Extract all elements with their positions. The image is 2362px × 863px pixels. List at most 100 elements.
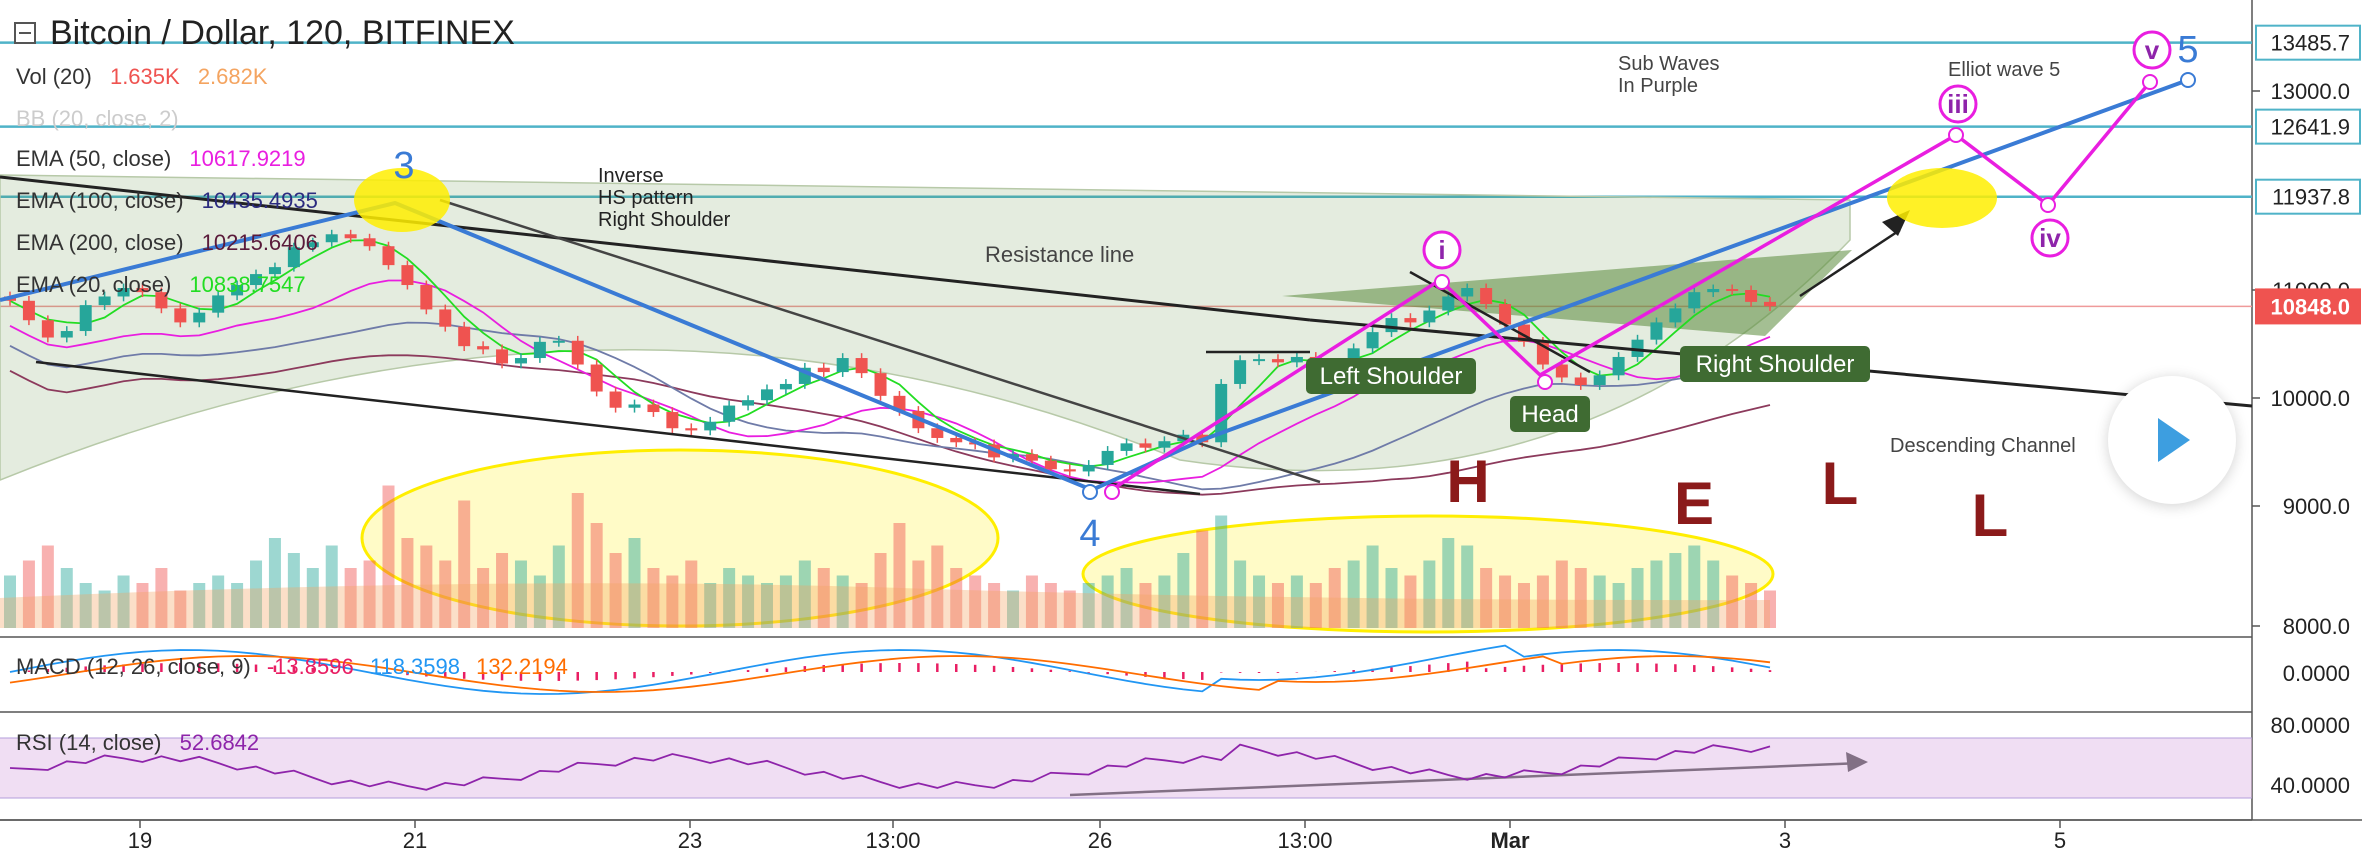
volume-bar-27 xyxy=(514,560,527,628)
candle-body-2 xyxy=(41,320,54,338)
ema20-line xyxy=(9,239,1771,468)
candle-body-83 xyxy=(1574,377,1587,386)
target-zone xyxy=(1887,168,1997,228)
volume-bar-1 xyxy=(22,560,35,628)
legend-ema50-value: 10617.9219 xyxy=(189,146,306,171)
volume-bar-66 xyxy=(1253,575,1266,628)
time-label-4: 26 xyxy=(1088,828,1112,853)
volume-bar-32 xyxy=(609,553,622,628)
rsi-tick-0: 80.0000 xyxy=(2270,713,2350,738)
price-badge-2: 11937.8 xyxy=(2272,185,2350,210)
candle-body-44 xyxy=(836,358,849,373)
candle-body-50 xyxy=(950,437,963,443)
descending-channel-label: Descending Channel xyxy=(1890,435,2076,457)
candle-body-9 xyxy=(174,308,187,323)
candle-body-1 xyxy=(22,300,35,321)
macd-tick-0: 0.0000 xyxy=(2283,661,2350,686)
volume-bar-22 xyxy=(420,545,433,628)
candle-body-91 xyxy=(1726,289,1739,292)
volume-bar-90 xyxy=(1707,560,1720,628)
wave-iii-label: iii xyxy=(1947,89,1969,119)
left-shoulder-label-bg xyxy=(1306,358,1476,394)
sub-waves-text-1: In Purple xyxy=(1618,75,1698,97)
hell-letter-0: H xyxy=(1446,448,1489,515)
legend-ema50-name: EMA (50, close) xyxy=(16,146,172,171)
wave-point-6 xyxy=(1434,274,1450,290)
candle-body-67 xyxy=(1271,359,1284,363)
volume-bar-26 xyxy=(496,553,509,628)
time-label-7: 3 xyxy=(1779,828,1791,853)
macd-signal-line xyxy=(9,655,1771,693)
candle-body-11 xyxy=(212,295,225,313)
wave-point-2 xyxy=(2180,72,2196,88)
wave-i-circle xyxy=(1422,230,1462,270)
volume-bar-74 xyxy=(1404,575,1417,628)
inverse-hs-text-1: HS pattern xyxy=(598,187,694,209)
legend-ema50: EMA (50, close) 10617.9219 xyxy=(16,146,306,172)
wave-4-trendline xyxy=(439,198,1321,484)
candle-body-24 xyxy=(458,326,471,347)
ema200-line xyxy=(9,354,1771,496)
left-shoulder-label: Left Shoulder xyxy=(1320,363,1463,390)
candle-body-35 xyxy=(666,412,679,429)
candle-body-64 xyxy=(1215,383,1228,443)
candle-body-38 xyxy=(723,405,736,422)
legend-rsi-name: RSI (14, close) xyxy=(16,730,162,755)
volume-ellipse-2 xyxy=(1081,514,1775,634)
volume-bar-14 xyxy=(268,538,281,628)
candle-body-34 xyxy=(647,404,660,413)
legend-ema200: EMA (200, close) 10215.6406 xyxy=(16,230,318,256)
candle-body-30 xyxy=(571,340,584,365)
volume-bar-37 xyxy=(704,583,717,628)
volume-bar-23 xyxy=(439,560,452,628)
candle-body-79 xyxy=(1499,304,1512,325)
volume-bar-85 xyxy=(1612,583,1625,628)
volume-bar-34 xyxy=(647,568,660,628)
volume-bar-38 xyxy=(723,568,736,628)
time-label-8: 5 xyxy=(2054,828,2066,853)
collapse-legend-icon[interactable] xyxy=(14,22,36,44)
volume-bar-54 xyxy=(1025,575,1038,628)
candle-body-55 xyxy=(1044,460,1057,470)
candle-body-74 xyxy=(1404,318,1417,323)
rsi-line xyxy=(9,743,1771,791)
candle-body-49 xyxy=(931,428,944,438)
volume-bar-76 xyxy=(1442,538,1455,628)
volume-bar-48 xyxy=(912,560,925,628)
candle-body-92 xyxy=(1745,290,1758,302)
volume-bar-17 xyxy=(325,545,338,628)
volume-bar-64 xyxy=(1215,515,1228,628)
candle-body-16 xyxy=(306,242,319,248)
price-badge-bg-2 xyxy=(2255,178,2361,215)
volume-bar-3 xyxy=(60,568,73,628)
right-shoulder-label: Right Shoulder xyxy=(1696,351,1855,378)
candle-body-37 xyxy=(704,421,717,431)
chart-title: Bitcoin / Dollar, 120, BITFINEX xyxy=(50,14,515,52)
wave-i-label: i xyxy=(1438,235,1445,265)
candle-body-68 xyxy=(1290,356,1303,363)
volume-bar-61 xyxy=(1158,575,1171,628)
candle-body-15 xyxy=(287,247,300,268)
volume-bar-53 xyxy=(1007,590,1020,628)
volume-bar-62 xyxy=(1177,553,1190,628)
play-button-icon[interactable] xyxy=(2108,376,2236,504)
volume-bar-88 xyxy=(1669,553,1682,628)
candle-body-41 xyxy=(779,383,792,390)
candle-body-78 xyxy=(1480,288,1493,305)
price-tick-4: 8000.0 xyxy=(2283,614,2350,639)
wave-iii-circle xyxy=(1938,84,1978,124)
price-badge-bg-1 xyxy=(2255,108,2361,145)
candle-body-29 xyxy=(552,340,565,343)
legend-ema100-value: 10435.4935 xyxy=(201,188,318,213)
candle-body-45 xyxy=(855,358,868,374)
legend-macd-name: MACD (12, 26, close, 9) xyxy=(16,654,251,679)
right-shoulder-label-bg xyxy=(1680,346,1870,382)
elliot-wave-label: Elliot wave 5 xyxy=(1948,59,2060,81)
descending-channel-bottom xyxy=(35,360,1201,496)
volume-bar-28 xyxy=(533,575,546,628)
volume-bar-65 xyxy=(1234,560,1247,628)
candle-body-7 xyxy=(136,288,149,293)
candle-body-66 xyxy=(1253,359,1266,362)
time-label-1: 21 xyxy=(403,828,427,853)
